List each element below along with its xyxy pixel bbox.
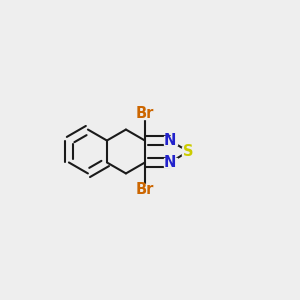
Text: Br: Br <box>136 106 154 121</box>
Text: Br: Br <box>136 182 154 197</box>
Text: N: N <box>164 133 176 148</box>
Polygon shape <box>164 136 177 145</box>
Polygon shape <box>135 107 155 119</box>
Text: N: N <box>164 155 176 170</box>
Polygon shape <box>182 147 195 156</box>
Text: S: S <box>183 144 194 159</box>
Polygon shape <box>164 158 177 167</box>
Polygon shape <box>135 184 155 196</box>
